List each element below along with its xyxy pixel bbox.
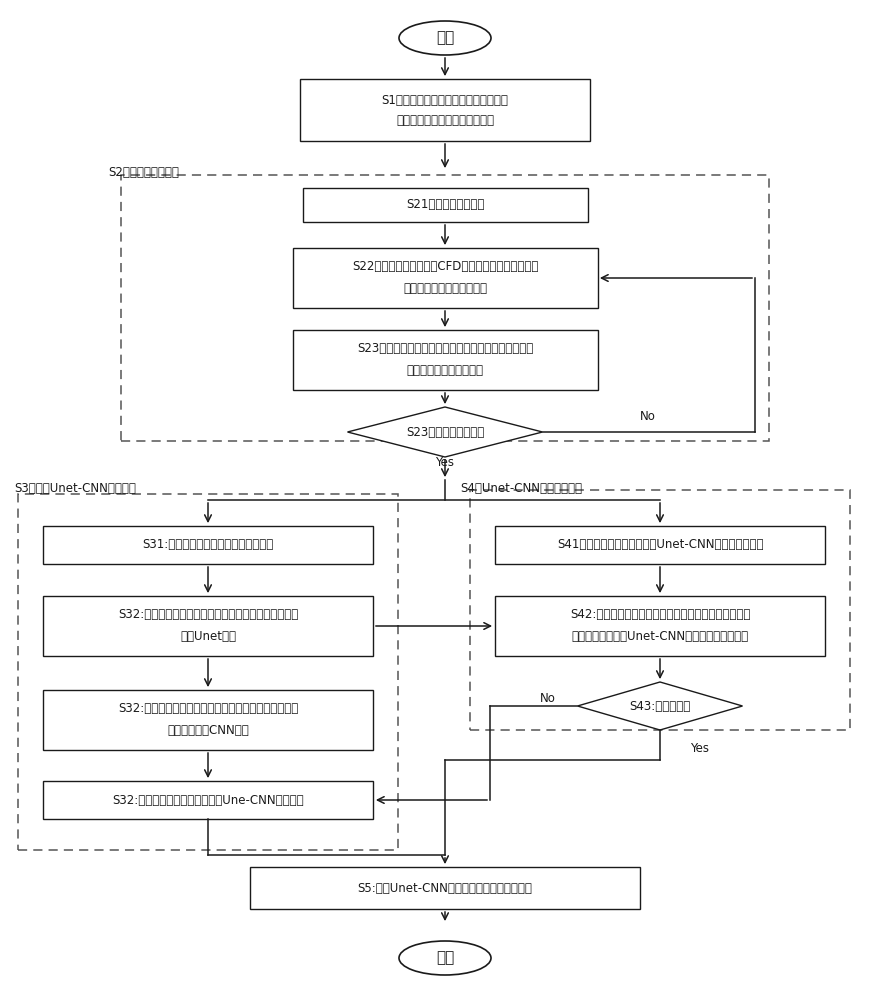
FancyBboxPatch shape <box>300 79 590 141</box>
Text: S42:对测试集进行分类，将其划分为高性能测试集及低: S42:对测试集进行分类，将其划分为高性能测试集及低 <box>570 608 750 621</box>
Polygon shape <box>578 682 742 730</box>
FancyBboxPatch shape <box>293 330 597 390</box>
FancyBboxPatch shape <box>293 248 597 308</box>
Text: No: No <box>640 410 656 424</box>
Text: 性能测试集，测试Unet-CNN神经网络的泛化能力: 性能测试集，测试Unet-CNN神经网络的泛化能力 <box>571 631 748 644</box>
Text: S5:基于Unet-CNN神经网络进行透平机械优化: S5:基于Unet-CNN神经网络进行透平机械优化 <box>358 882 532 894</box>
FancyBboxPatch shape <box>43 781 373 819</box>
Text: S23：最大采样点数？: S23：最大采样点数？ <box>406 426 484 438</box>
Text: S1：确定透平机械工作流体、参数化获: S1：确定透平机械工作流体、参数化获 <box>382 94 508 106</box>
Ellipse shape <box>399 941 491 975</box>
Bar <box>121 175 769 441</box>
Text: Yes: Yes <box>435 456 455 470</box>
Polygon shape <box>347 407 543 457</box>
Text: S41：随机采样，预处理获得Unet-CNN神经网络测试集: S41：随机采样，预处理获得Unet-CNN神经网络测试集 <box>557 538 764 552</box>
Text: No: No <box>540 692 556 704</box>
Text: S32:构建输入数据到预测中截面流场及动叶表面流场数: S32:构建输入数据到预测中截面流场及动叶表面流场数 <box>117 608 298 621</box>
Bar <box>470 490 850 730</box>
FancyBboxPatch shape <box>43 690 373 750</box>
FancyBboxPatch shape <box>495 526 825 564</box>
Text: 据的Unet网络: 据的Unet网络 <box>180 631 236 644</box>
FancyBboxPatch shape <box>250 867 640 909</box>
Text: S2：贝叶斯优化采样: S2：贝叶斯优化采样 <box>108 166 179 180</box>
FancyBboxPatch shape <box>303 188 587 222</box>
Text: S43:满足要求？: S43:满足要求？ <box>629 700 691 712</box>
Text: 样函数选出下一个采样点: 样函数选出下一个采样点 <box>407 364 483 377</box>
Text: 得优化过程输入变量及优化目标: 得优化过程输入变量及优化目标 <box>396 113 494 126</box>
Text: S4：Unet-CNN神经网络验证: S4：Unet-CNN神经网络验证 <box>460 482 582 494</box>
Text: Yes: Yes <box>691 742 709 754</box>
Text: S3：构建Unet-CNN神经网络: S3：构建Unet-CNN神经网络 <box>14 482 136 494</box>
Bar <box>18 494 398 850</box>
Text: S23：对当前采样数据进行高斯过程回归，随后根据采: S23：对当前采样数据进行高斯过程回归，随后根据采 <box>357 342 533 356</box>
Text: S31:对贝叶斯优化采样数据进行预处理: S31:对贝叶斯优化采样数据进行预处理 <box>142 538 273 552</box>
Text: 平性能数据的CNN网络: 平性能数据的CNN网络 <box>167 724 249 738</box>
Text: S32:划分训练集及验证集，训练Une-CNN神经网络: S32:划分训练集及验证集，训练Une-CNN神经网络 <box>112 794 303 806</box>
Text: 开始: 开始 <box>436 30 454 45</box>
FancyBboxPatch shape <box>43 526 373 564</box>
Text: 值，随后其添加至采样数据: 值，随后其添加至采样数据 <box>403 282 487 296</box>
Text: S32:构建预测中截面流场及动叶表面流场数据到预测透: S32:构建预测中截面流场及动叶表面流场数据到预测透 <box>117 702 298 716</box>
Text: 结束: 结束 <box>436 950 454 966</box>
Ellipse shape <box>399 21 491 55</box>
FancyBboxPatch shape <box>495 596 825 656</box>
Text: S22：对当前采样点进行CFD计算，获得该点优化目标: S22：对当前采样点进行CFD计算，获得该点优化目标 <box>352 260 538 273</box>
Text: S21：选定初始采样点: S21：选定初始采样点 <box>406 198 484 212</box>
FancyBboxPatch shape <box>43 596 373 656</box>
